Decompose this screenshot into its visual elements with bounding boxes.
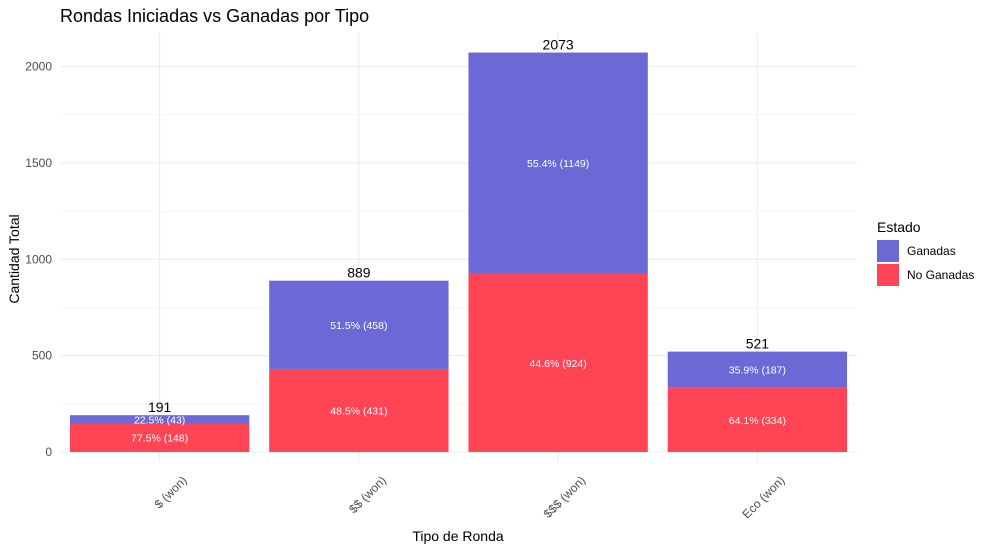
segment-label: 35.9% (187) bbox=[729, 365, 786, 377]
x-tick-label: $$$ (won) bbox=[541, 473, 589, 521]
legend-swatch bbox=[877, 240, 899, 262]
bar-segment bbox=[667, 387, 848, 452]
y-tick-label: 1500 bbox=[25, 156, 52, 170]
segment-label: 48.5% (431) bbox=[330, 405, 387, 417]
total-labels: 191 889 2073 521 bbox=[148, 37, 769, 416]
y-tick-label: 0 bbox=[45, 445, 52, 459]
bar-segment bbox=[69, 423, 250, 452]
total-label: 2073 bbox=[543, 37, 574, 53]
segment-label: 77.5% (148) bbox=[131, 433, 188, 445]
bar-segment bbox=[667, 351, 848, 388]
chart-title: Rondas Iniciadas vs Ganadas por Tipo bbox=[60, 6, 369, 26]
y-tick-label: 2000 bbox=[25, 60, 52, 74]
bar-segment bbox=[468, 273, 648, 452]
segment-label: 22.5% (43) bbox=[134, 414, 185, 426]
x-tick-label: $$ (won) bbox=[346, 473, 389, 516]
segment-label: 55.4% (1149) bbox=[527, 158, 589, 170]
x-tick-label: $ (won) bbox=[152, 473, 190, 511]
x-axis-title: Tipo de Ronda bbox=[412, 528, 504, 544]
bar-segment bbox=[269, 368, 449, 452]
bar-segment bbox=[69, 415, 250, 424]
segment-label: 51.5% (458) bbox=[330, 320, 387, 332]
legend-label: No Ganadas bbox=[907, 268, 974, 282]
x-axis-ticks: $ (won) $$ (won) $$$ (won) Eco (won) bbox=[152, 473, 788, 521]
legend-title: Estado bbox=[877, 219, 921, 235]
total-label: 521 bbox=[746, 336, 770, 352]
legend-label: Ganadas bbox=[907, 244, 956, 258]
y-tick-label: 500 bbox=[32, 349, 52, 363]
segment-label: 44.6% (924) bbox=[530, 358, 587, 370]
segment-labels: 77.5% (148) 22.5% (43) 48.5% (431) 51.5% (4… bbox=[131, 158, 786, 445]
segment-label: 64.1% (334) bbox=[729, 415, 786, 427]
bars bbox=[69, 52, 848, 452]
legend: Estado Ganadas No Ganadas bbox=[877, 219, 974, 286]
y-axis-ticks: 0 500 1000 1500 2000 bbox=[25, 60, 52, 459]
bar-segment bbox=[468, 52, 648, 274]
total-label: 191 bbox=[148, 399, 172, 415]
y-tick-label: 1000 bbox=[25, 252, 52, 266]
total-label: 889 bbox=[347, 265, 371, 281]
y-axis-title: Cantidad Total bbox=[6, 214, 22, 303]
bar-segment bbox=[269, 280, 449, 369]
legend-swatch bbox=[877, 264, 899, 286]
x-tick-label: Eco (won) bbox=[739, 473, 787, 521]
